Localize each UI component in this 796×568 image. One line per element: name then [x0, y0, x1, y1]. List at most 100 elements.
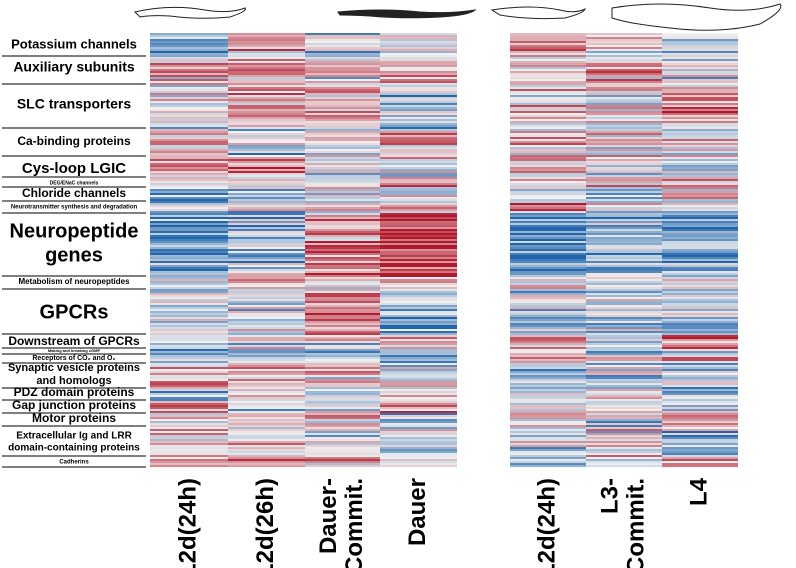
heat-cell — [510, 195, 586, 198]
heat-cell — [380, 439, 457, 442]
heat-cell — [380, 201, 457, 204]
heat-cell — [150, 135, 228, 138]
heat-cell — [150, 247, 228, 250]
heat-cell — [380, 237, 457, 240]
heat-cell — [380, 179, 457, 182]
heat-cell — [305, 435, 380, 438]
heat-cell — [380, 137, 457, 140]
heat-cell — [380, 35, 457, 38]
heat-cell — [305, 379, 380, 382]
heat-cell — [510, 465, 586, 468]
heat-cell — [228, 343, 305, 346]
heat-cell — [510, 105, 586, 108]
heat-cell — [586, 421, 662, 424]
heat-cell — [228, 369, 305, 372]
heat-cell — [305, 317, 380, 320]
heat-cell — [305, 463, 380, 466]
heat-cell — [305, 405, 380, 408]
heat-cell — [662, 225, 738, 228]
heat-cell — [380, 353, 457, 356]
heat-cell — [662, 105, 738, 108]
heat-cell — [150, 465, 228, 468]
heat-cell — [662, 413, 738, 416]
heat-cell — [662, 385, 738, 388]
heat-cell — [305, 219, 380, 222]
heat-cell — [305, 93, 380, 96]
heat-cell — [662, 33, 738, 36]
heat-cell — [586, 191, 662, 194]
heat-cell — [380, 33, 457, 36]
heat-cell — [586, 147, 662, 150]
heat-cell — [305, 257, 380, 260]
heat-cell — [510, 413, 586, 416]
heat-cell — [380, 243, 457, 246]
heat-cell — [586, 149, 662, 152]
heat-cell — [305, 213, 380, 216]
heat-cell — [510, 421, 586, 424]
group-label: GPCRs — [40, 301, 109, 323]
heat-cell — [228, 183, 305, 186]
heat-cell — [586, 185, 662, 188]
heat-cell — [586, 445, 662, 448]
heat-cell — [662, 161, 738, 164]
heat-cell — [305, 147, 380, 150]
heat-cell — [510, 69, 586, 72]
heat-cell — [586, 127, 662, 130]
heat-cell — [586, 341, 662, 344]
heat-cell — [510, 271, 586, 274]
heat-cell — [380, 371, 457, 374]
heat-cell — [662, 137, 738, 140]
group-label: Gap junction proteins — [12, 398, 136, 412]
heat-cell — [510, 287, 586, 290]
heat-cell — [228, 401, 305, 404]
heat-cell — [305, 291, 380, 294]
heat-cell — [662, 249, 738, 252]
heat-cell — [305, 133, 380, 136]
heat-cell — [662, 131, 738, 134]
heat-cell — [510, 365, 586, 368]
heat-cell — [662, 325, 738, 328]
heat-cell — [662, 359, 738, 362]
heat-cell — [380, 181, 457, 184]
heat-cell — [586, 241, 662, 244]
heat-cell — [150, 209, 228, 212]
heat-cell — [305, 161, 380, 164]
heat-cell — [305, 323, 380, 326]
heat-cell — [662, 297, 738, 300]
heat-cell — [586, 371, 662, 374]
heat-cell — [510, 107, 586, 110]
heat-cell — [380, 373, 457, 376]
heat-cell — [662, 117, 738, 120]
heat-cell — [586, 231, 662, 234]
heat-cell — [305, 163, 380, 166]
heat-cell — [586, 321, 662, 324]
heat-cell — [380, 59, 457, 62]
heat-cell — [150, 389, 228, 392]
heat-cell — [380, 127, 457, 130]
heat-cell — [305, 103, 380, 106]
heat-cell — [228, 157, 305, 160]
heat-cell — [586, 123, 662, 126]
heat-cell — [228, 265, 305, 268]
heat-cell — [305, 365, 380, 368]
heat-cell — [228, 85, 305, 88]
heat-cell — [662, 311, 738, 314]
heat-cell — [228, 87, 305, 90]
heat-cell — [510, 299, 586, 302]
heat-cell — [228, 337, 305, 340]
heat-cell — [228, 269, 305, 272]
heat-cell — [305, 319, 380, 322]
column-label: L4 — [685, 477, 712, 506]
heat-cell — [510, 147, 586, 150]
heat-cell — [662, 53, 738, 56]
heat-cell — [510, 89, 586, 92]
heat-cell — [150, 243, 228, 246]
heat-cell — [586, 455, 662, 458]
heat-cell — [586, 425, 662, 428]
heat-cell — [586, 333, 662, 336]
heat-cell — [510, 233, 586, 236]
heat-cell — [150, 101, 228, 104]
heat-cell — [150, 443, 228, 446]
heat-cell — [150, 345, 228, 348]
heat-cell — [150, 75, 228, 78]
